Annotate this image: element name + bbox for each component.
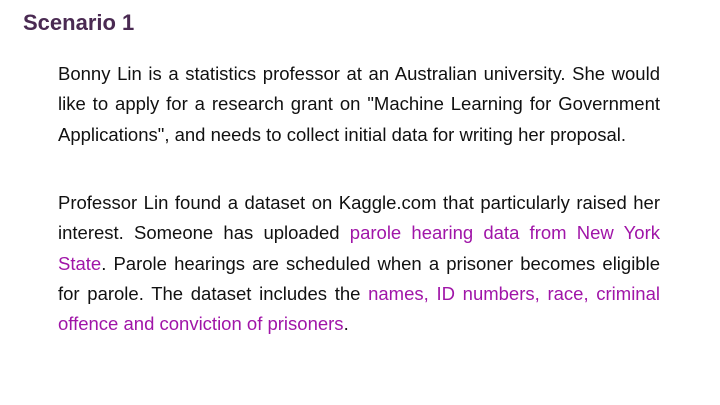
paragraph-2-text-2: . Parole hearings are scheduled when a p… [58,252,660,304]
highlight-parole-data: parole hearing data from New York State [58,222,660,274]
slide-title: Scenario 1 [23,10,135,35]
paragraph-2-text-3: . [343,313,349,335]
paragraph-2-text-1: Professor Lin found a dataset on Kaggle.… [58,192,660,244]
scenario-paragraph-1: Bonny Lin is a statistics professor at a… [58,63,660,145]
scenario-paragraph-2: Professor Lin found a dataset on Kaggle.… [58,188,660,339]
highlight-prisoner-fields: names, ID numbers, race, criminal offenc… [58,282,660,335]
